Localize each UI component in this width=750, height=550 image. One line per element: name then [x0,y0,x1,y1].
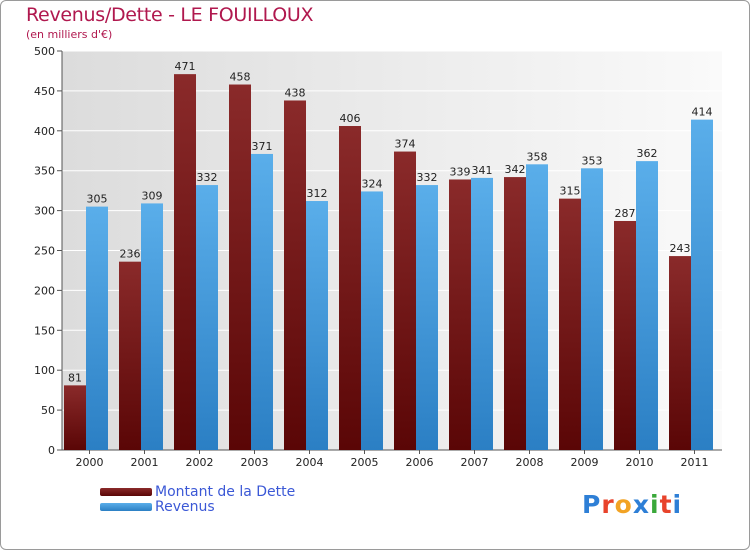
bar-revenus-2000 [86,206,108,450]
x-tick-label: 2009 [571,456,599,469]
legend-swatch-revenus [100,503,152,511]
x-tick-label: 2000 [76,456,104,469]
bar-dette-2001 [119,261,141,450]
x-tick-label: 2001 [131,456,159,469]
bar-revenus-2003 [251,153,273,450]
data-label: 438 [285,86,306,99]
x-tick-label: 2011 [681,456,709,469]
data-label: 332 [197,171,218,184]
y-tick-label: 0 [48,444,55,457]
data-label: 374 [395,138,416,151]
bar-dette-2007 [449,179,471,450]
x-tick-label: 2002 [186,456,214,469]
x-tick-label: 2004 [296,456,324,469]
logo-letter: o [614,490,633,519]
data-label: 287 [615,207,636,220]
data-label: 305 [87,193,108,206]
bar-revenus-2011 [691,119,713,451]
x-tick-label: 2006 [406,456,434,469]
data-label: 342 [505,163,526,176]
bar-revenus-2008 [526,164,548,451]
y-tick-label: 150 [34,324,55,337]
x-tick-label: 2005 [351,456,379,469]
bar-revenus-2002 [196,185,218,450]
logo-letter: i [650,490,660,519]
data-label: 371 [252,140,273,153]
chart-subtitle: (en milliers d'€) [26,28,113,41]
y-tick-label: 450 [34,85,55,98]
bar-revenus-2007 [471,177,493,450]
y-tick-label: 350 [34,165,55,178]
bar-revenus-2006 [416,185,438,450]
bar-dette-2000 [64,385,86,450]
data-label: 236 [120,248,141,261]
bar-dette-2008 [504,177,526,451]
legend-label-dette: Montant de la Dette [155,484,296,500]
data-label: 315 [560,185,581,198]
data-label: 243 [670,242,691,255]
data-label: 406 [340,112,361,125]
bar-dette-2002 [174,74,196,450]
bar-dette-2006 [394,151,416,450]
data-label: 312 [307,187,328,200]
y-tick-label: 250 [34,245,55,258]
x-tick-label: 2010 [626,456,654,469]
y-tick-label: 500 [34,45,55,58]
y-tick-label: 200 [34,284,55,297]
data-label: 353 [582,154,603,167]
data-label: 81 [68,371,82,384]
x-tick-label: 2003 [241,456,269,469]
bar-dette-2005 [339,126,361,451]
bar-revenus-2001 [141,203,163,450]
data-label: 471 [175,60,196,73]
bar-revenus-2004 [306,201,328,450]
bar-dette-2011 [669,256,691,450]
chart-title: Revenus/Dette - LE FOUILLOUX [26,4,314,26]
bar-revenus-2009 [581,168,603,450]
data-label: 362 [637,147,658,160]
bar-revenus-2010 [636,161,658,450]
x-tick-label: 2007 [461,456,489,469]
data-label: 332 [417,171,438,184]
data-label: 309 [142,189,163,202]
data-label: 341 [472,164,493,177]
data-label: 339 [450,165,471,178]
data-label: 414 [692,106,713,119]
legend-swatch-dette [100,488,152,496]
logo-letter: P [582,490,602,519]
logo-letter: t [659,490,673,519]
y-tick-label: 100 [34,364,55,377]
bar-dette-2004 [284,100,306,450]
legend-label-revenus: Revenus [155,499,215,515]
data-label: 458 [230,71,251,84]
y-tick-label: 300 [34,205,55,218]
y-tick-label: 400 [34,125,55,138]
data-label: 324 [362,177,383,190]
x-tick-label: 2008 [516,456,544,469]
logo-letter: x [632,490,650,519]
logo-letter: i [672,490,683,519]
proxiti-logo: Proxiti [582,490,682,519]
bar-dette-2009 [559,198,581,450]
bar-dette-2003 [229,84,251,451]
y-tick-label: 50 [41,404,55,417]
logo-letter: r [601,490,615,519]
data-label: 358 [527,150,548,163]
bar-dette-2010 [614,220,636,450]
bar-revenus-2005 [361,191,383,450]
